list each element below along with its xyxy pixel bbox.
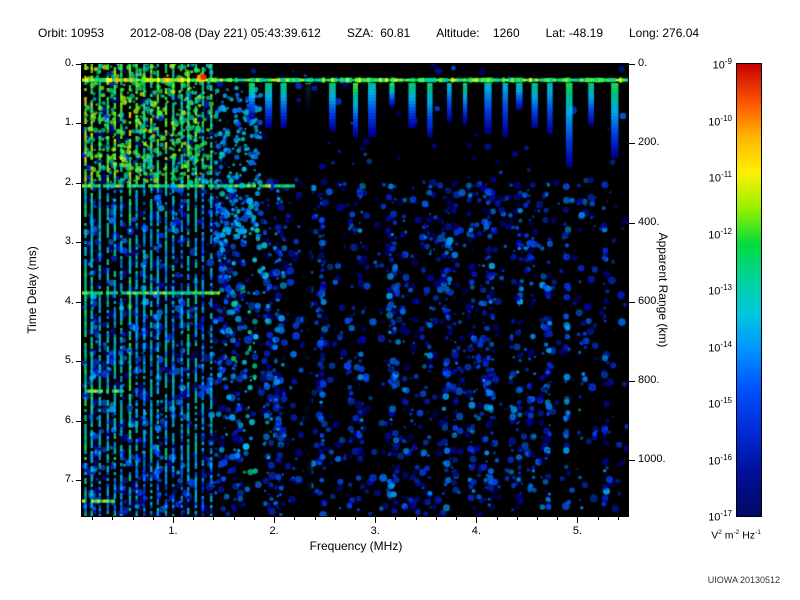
unit-m-exp: -2 <box>733 529 740 536</box>
x-tick-label: 3. <box>370 525 380 537</box>
unit-v-exp: 2 <box>718 529 722 536</box>
y-tick-label: 6. <box>64 413 74 426</box>
x-minor-tick-mark <box>92 517 94 520</box>
x-minor-tick-mark <box>233 517 235 520</box>
y-tick-label: 5. <box>64 354 74 367</box>
colorbar-tick-label: 10-15 <box>708 396 732 411</box>
y2-tick-mark <box>629 64 635 65</box>
colorbar-tick-label: 10-12 <box>708 226 732 242</box>
x-minor-tick-mark <box>213 517 215 520</box>
x-minor-tick-mark <box>253 517 255 520</box>
y2-tick-label: 400. <box>638 215 660 228</box>
y-tick-label: 2. <box>64 175 74 188</box>
x-tick-mark <box>173 517 174 523</box>
credit-text: UIOWA 20130512 <box>707 575 780 585</box>
colorbar-tick-label: 10-9 <box>712 57 732 72</box>
x-minor-tick-mark <box>395 517 397 520</box>
x-minor-tick-mark <box>456 517 458 520</box>
unit-hz-exp: -1 <box>755 529 761 536</box>
colorbar-tick-exponent: -10 <box>720 113 732 123</box>
y2-axis-title: Apparent Range (km) <box>656 232 670 348</box>
y2-tick-mark <box>629 143 635 145</box>
y-tick-label: 1. <box>64 116 74 129</box>
x-tick-mark <box>577 517 579 523</box>
colorbar-tick-exponent: -9 <box>724 57 732 66</box>
colorbar-tick-label: 10-10 <box>708 113 732 129</box>
x-minor-tick-mark <box>537 517 538 520</box>
x-tick-mark <box>375 517 377 523</box>
long-text: Long: 276.04 <box>629 26 700 40</box>
x-minor-tick-mark <box>132 517 134 520</box>
altitude-text: Altitude: 1260 <box>436 26 520 40</box>
colorbar-tick-exponent: -16 <box>720 452 732 462</box>
x-tick-label: 4. <box>471 525 481 537</box>
x-tick-mark <box>274 517 276 523</box>
y2-tick-label: 200. <box>638 136 660 149</box>
x-minor-tick-mark <box>193 517 195 520</box>
colorbar-tick-exponent: -15 <box>720 396 732 405</box>
x-tick-label: 1. <box>168 525 178 537</box>
colorbar-tick-exponent: -11 <box>721 170 732 179</box>
x-minor-tick-mark <box>112 517 114 520</box>
x-minor-tick-mark <box>334 517 336 520</box>
colorbar-unit: V2 m-2 Hz-1 <box>684 529 788 542</box>
colorbar-tick-label: 10-14 <box>708 339 732 355</box>
x-minor-tick-mark <box>516 517 518 520</box>
colorbar-tick-label: 10-16 <box>708 452 732 468</box>
y2-tick-mark <box>629 222 635 224</box>
colorbar-tick-exponent: -17 <box>720 509 732 518</box>
colorbar-tick-exponent: -14 <box>720 339 732 349</box>
y-axis-title: Time Delay (ms) <box>25 246 39 334</box>
y-tick-label: 4. <box>64 294 74 307</box>
x-axis-title: Frequency (MHz) <box>309 539 403 553</box>
datetime-text: 2012-08-08 (Day 221) 05:43:39.612 <box>130 26 321 40</box>
y2-tick-mark <box>629 301 635 303</box>
colorbar-tick-exponent: -12 <box>720 226 732 236</box>
y2-tick-label: 800. <box>638 374 660 387</box>
unit-m: m <box>721 529 734 542</box>
lat-text: Lat: -48.19 <box>545 26 603 40</box>
y2-tick-label: 1000. <box>638 453 666 466</box>
x-minor-tick-mark <box>294 517 296 520</box>
x-minor-tick-mark <box>415 517 417 520</box>
x-minor-tick-mark <box>597 517 599 520</box>
y-tick-label: 3. <box>64 235 74 248</box>
y2-tick-mark <box>629 381 635 383</box>
x-minor-tick-mark <box>435 517 437 520</box>
unit-hz: Hz <box>739 529 756 542</box>
orbit-text: Orbit: 10953 <box>38 26 105 40</box>
x-tick-label: 2. <box>269 525 279 537</box>
colorbar-tick-label: 10-11 <box>708 170 732 185</box>
colorbar-tick-label: 10-13 <box>708 283 732 298</box>
y-tick-label: 0. <box>64 57 74 69</box>
x-minor-tick-mark <box>152 517 154 520</box>
spectrogram-canvas <box>81 63 629 517</box>
colorbar-tick-label: 10-17 <box>708 509 732 524</box>
y-tick-label: 7. <box>64 473 74 486</box>
x-minor-tick-mark <box>557 517 559 520</box>
header-bar: Orbit: 10953 2012-08-08 (Day 221) 05:43:… <box>38 26 699 40</box>
colorbar <box>736 63 762 517</box>
unit-v: V <box>711 529 719 542</box>
x-tick-label: 5. <box>572 525 583 537</box>
sza-text: SZA: 60.81 <box>346 26 411 40</box>
x-minor-tick-mark <box>314 517 316 520</box>
x-tick-mark <box>476 517 478 523</box>
x-minor-tick-mark <box>355 517 356 520</box>
x-minor-tick-mark <box>617 517 619 520</box>
colorbar-tick-exponent: -13 <box>720 283 732 292</box>
y2-tick-label: 0. <box>638 57 648 69</box>
y2-tick-mark <box>629 460 635 462</box>
x-minor-tick-mark <box>496 517 498 520</box>
